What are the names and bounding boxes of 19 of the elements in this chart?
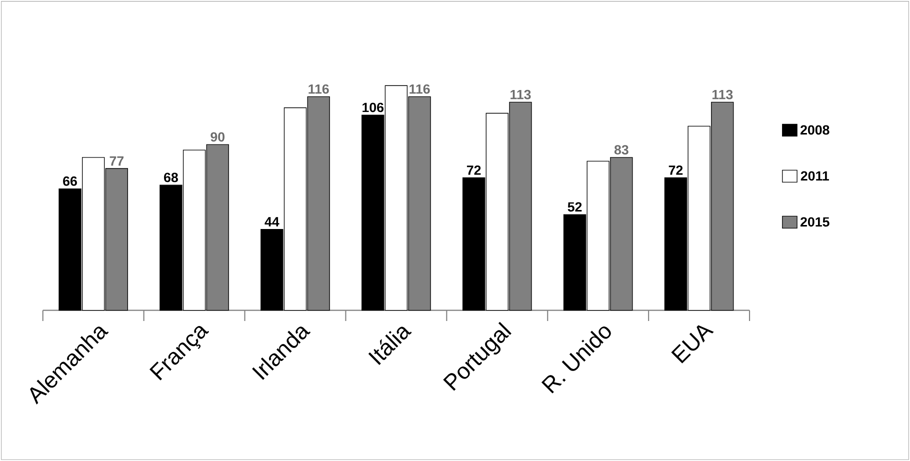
data-label: 52 [568, 202, 582, 212]
x-tick-label: Itália [368, 326, 412, 365]
data-label: 90 [210, 132, 224, 142]
data-label: 44 [264, 217, 280, 226]
data-label: 116 [308, 84, 329, 94]
data-label: 77 [110, 156, 124, 166]
data-label: 72 [668, 165, 683, 175]
legend-label: 2011 [800, 171, 829, 181]
data-label: 113 [712, 90, 733, 100]
data-label: 68 [164, 172, 178, 182]
legend-label: 2008 [800, 125, 830, 135]
x-tick-label: EUA [671, 325, 714, 364]
data-label: 116 [410, 84, 430, 94]
data-label: 106 [362, 102, 384, 112]
data-label: 83 [614, 145, 628, 155]
legend-label: 2015 [800, 217, 830, 227]
data-label: 72 [466, 165, 481, 175]
data-label: 113 [510, 90, 531, 100]
data-label: 66 [63, 176, 77, 186]
